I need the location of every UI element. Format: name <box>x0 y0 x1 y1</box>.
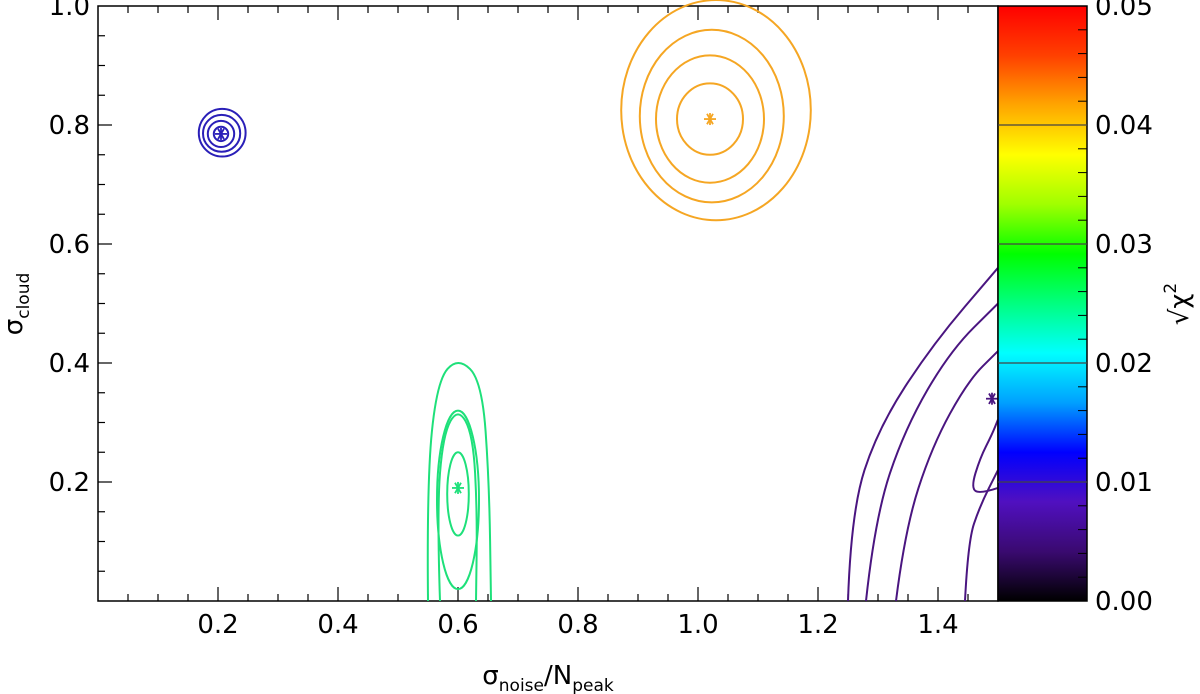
contour-line <box>206 119 236 149</box>
x-tick-label: 1.0 <box>677 610 718 640</box>
contour-series <box>847 267 999 602</box>
plot-frame <box>97 5 999 602</box>
x-tick-label: 0.6 <box>437 610 478 640</box>
colorbar-gradient <box>997 5 1088 602</box>
contour-layer <box>197 0 999 602</box>
contour-line <box>620 0 812 222</box>
plot-area <box>97 5 999 602</box>
y-tick-label: 0.8 <box>49 111 90 141</box>
contour-line <box>436 409 480 591</box>
x-tick-label: 0.4 <box>317 610 358 640</box>
x-tick-label: 0.2 <box>197 610 238 640</box>
contour-series <box>426 362 492 602</box>
minimum-marker <box>452 481 464 494</box>
x-tick-label: 1.4 <box>917 610 958 640</box>
colorbar-tick-label: 0.02 <box>1095 349 1153 379</box>
contour-line <box>638 28 785 204</box>
minimum-marker <box>704 113 716 126</box>
contour-series <box>197 107 247 158</box>
contour-line <box>847 267 999 602</box>
colorbar-label: √χ2 <box>1161 283 1195 325</box>
x-axis-label: σnoise/Npeak <box>482 661 614 694</box>
y-tick-label: 1.0 <box>49 0 90 22</box>
contour-line <box>446 451 470 537</box>
x-tick-label: 1.2 <box>797 610 838 640</box>
x-tick-label: 0.8 <box>557 610 598 640</box>
x-axis: 0.2 0.4 0.6 0.8 1.0 1.2 1.4 <box>127 6 969 640</box>
contour-line <box>676 82 744 156</box>
contour-line <box>197 107 247 158</box>
colorbar-tick-label: 0.04 <box>1095 111 1153 141</box>
minimum-marker <box>986 392 998 405</box>
colorbar: 0.00 0.01 0.02 0.03 0.04 0.05 <box>997 0 1153 617</box>
minimum-marker <box>215 127 227 140</box>
contour-line <box>437 413 478 602</box>
contour-line <box>426 362 492 602</box>
contour-line <box>964 469 999 602</box>
contour-line <box>212 125 230 143</box>
y-tick-label: 0.4 <box>49 349 90 379</box>
y-tick-label: 0.2 <box>49 468 90 498</box>
y-axis-label: σcloud <box>0 273 34 336</box>
contour-line <box>895 350 999 602</box>
colorbar-tick-label: 0.00 <box>1095 587 1153 617</box>
y-axis: 0.2 0.4 0.6 0.8 1.0 <box>49 0 112 572</box>
colorbar-tick-label: 0.05 <box>1095 0 1153 22</box>
y-tick-label: 0.6 <box>49 230 90 260</box>
colorbar-tick-label: 0.01 <box>1095 468 1153 498</box>
contour-line <box>865 302 999 602</box>
colorbar-tick-label: 0.03 <box>1095 230 1153 260</box>
contour-series <box>620 0 812 222</box>
contour-line <box>202 113 242 153</box>
contour-line <box>655 54 765 184</box>
contour-line <box>972 419 999 493</box>
